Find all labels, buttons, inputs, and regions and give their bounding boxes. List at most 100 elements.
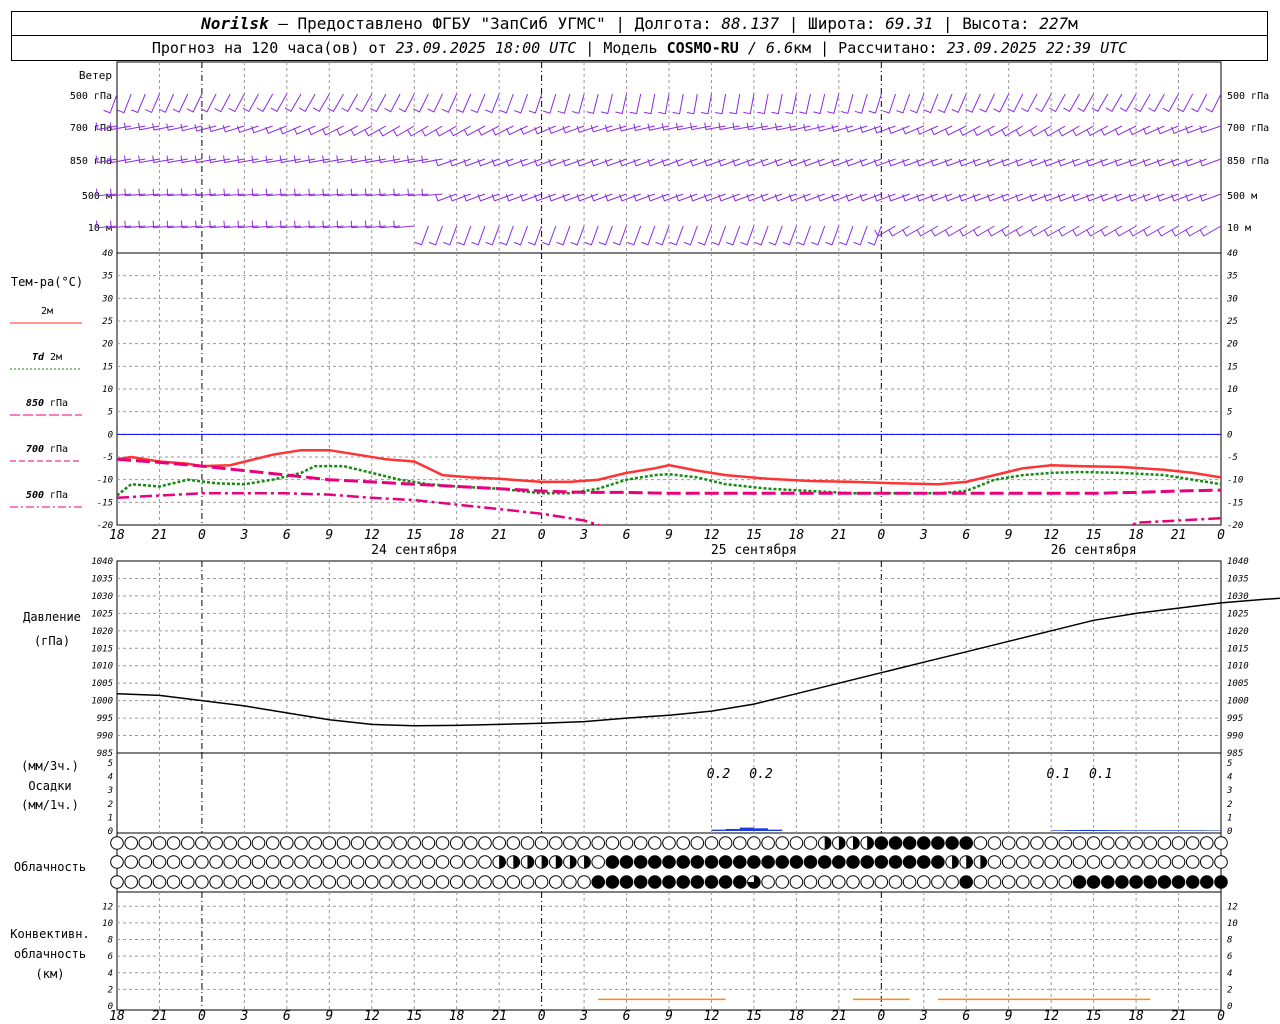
temp-tick-right: 20 [1227, 340, 1238, 350]
cloud-symbol [223, 836, 237, 850]
wind-barb [322, 188, 344, 197]
cloud-symbol [1030, 855, 1044, 869]
wind-barb [916, 225, 939, 237]
wind-barb [839, 225, 854, 246]
title-bar: Norilsk – Предоставлено ФГБУ "ЗапСиб УГМ… [11, 11, 1268, 36]
cloud-three-quarter [747, 875, 761, 889]
temp-tick-right: 5 [1227, 408, 1232, 418]
cloud-symbol [251, 855, 266, 869]
cloud-symbol [633, 836, 648, 850]
cloud-symbol [803, 855, 818, 869]
wind-barb [393, 188, 415, 197]
wind-barb [661, 123, 684, 131]
wind-barb [817, 124, 839, 132]
precip-annotation: 0.1 [1046, 767, 1069, 782]
wind-barb [242, 93, 259, 113]
wind-barb [322, 220, 344, 229]
cloud-symbol [803, 875, 818, 889]
wind-barb [279, 155, 302, 164]
cloud-symbol [619, 875, 634, 889]
wind-barb [951, 93, 967, 113]
cloud-symbol [1086, 855, 1101, 869]
cloud-symbol [1200, 855, 1214, 869]
wind-barb [1171, 225, 1193, 237]
cloud-symbol [294, 836, 308, 850]
wind-barb [979, 93, 995, 113]
cloud-symbol [704, 836, 719, 850]
precip-bar [1136, 830, 1151, 831]
wind-barb [441, 93, 458, 113]
wind-barb [298, 93, 316, 112]
pres-tick-left: 1035 [91, 574, 113, 584]
pres-tick-left: 1040 [91, 557, 113, 567]
precip-bar [711, 829, 726, 831]
wind-barb [1049, 93, 1066, 113]
wind-barb [284, 93, 302, 112]
cloud-symbol [1200, 875, 1214, 889]
cloud-symbol [917, 855, 931, 869]
cloud-symbol [265, 875, 280, 889]
time-tick-label: 12 [364, 528, 380, 543]
wind-panel-title: Ветер [79, 69, 112, 82]
cloud-symbol [1157, 855, 1172, 869]
time-tick-label: 9 [325, 1009, 333, 1024]
wind-barb [1199, 225, 1222, 237]
cloud-symbol [308, 836, 323, 850]
wind-barb [214, 93, 231, 113]
cloud-symbol [775, 836, 790, 850]
time-tick-label: 18 [109, 1009, 125, 1024]
cloud-symbol [365, 836, 379, 850]
cloud-symbol [690, 855, 705, 869]
cloud-symbol [478, 875, 492, 889]
cloud-symbol [1058, 836, 1073, 850]
wind-barb [584, 225, 599, 246]
temp-legend-label: 850 гПа [26, 398, 68, 409]
cloud-symbol [747, 855, 761, 869]
precip-title: Осадки [28, 779, 71, 793]
wind-barb [896, 93, 911, 114]
temp-tick-left: 40 [102, 249, 113, 259]
cloud-symbol [888, 855, 903, 869]
wind-barb [1001, 125, 1024, 137]
cloud-symbol [1086, 875, 1101, 889]
wind-barb [1199, 193, 1222, 202]
wind-barb [1072, 125, 1094, 137]
wind-barb [973, 225, 995, 237]
model-name: COSMO-RU [666, 39, 739, 57]
precip-bar [1150, 830, 1165, 831]
time-tick-label: 21 [831, 1009, 847, 1024]
precip-bar [1121, 830, 1137, 831]
cloud-symbol [1016, 836, 1030, 850]
cloud-symbol [718, 836, 733, 850]
pres-tick-right: 1035 [1227, 574, 1249, 584]
cloud-half [838, 836, 846, 850]
wind-barb [1044, 225, 1066, 237]
wind-barb [237, 188, 259, 197]
wind-barb [421, 125, 443, 137]
wind-barb [712, 225, 727, 246]
temp-tick-left: 15 [102, 362, 113, 372]
wind-barb [307, 155, 330, 164]
cloud-symbol [1157, 836, 1172, 850]
cloud-symbol [124, 855, 138, 869]
longitude-value: 88.137 [721, 14, 780, 33]
cloud-symbol [350, 875, 365, 889]
cloud-symbol [534, 836, 549, 850]
wind-barb [131, 93, 146, 114]
wind-barb [341, 93, 359, 113]
wind-barb [1086, 125, 1109, 137]
time-tick-label: 18 [789, 1009, 805, 1024]
wind-barb [336, 155, 358, 164]
wind-barb [514, 93, 528, 114]
time-tick-label: 15 [406, 1009, 422, 1024]
wind-barb [435, 125, 457, 137]
wind-barb [103, 93, 118, 114]
cloud-symbol [251, 836, 266, 850]
wind-barb [993, 93, 1010, 113]
cloud-symbol [1115, 875, 1129, 889]
cloud-symbol [973, 875, 988, 889]
temp-tick-left: 5 [108, 408, 113, 418]
title-sep-elev: | Высота: [933, 14, 1040, 33]
wind-barb [499, 93, 514, 114]
wind-barb [427, 93, 443, 113]
